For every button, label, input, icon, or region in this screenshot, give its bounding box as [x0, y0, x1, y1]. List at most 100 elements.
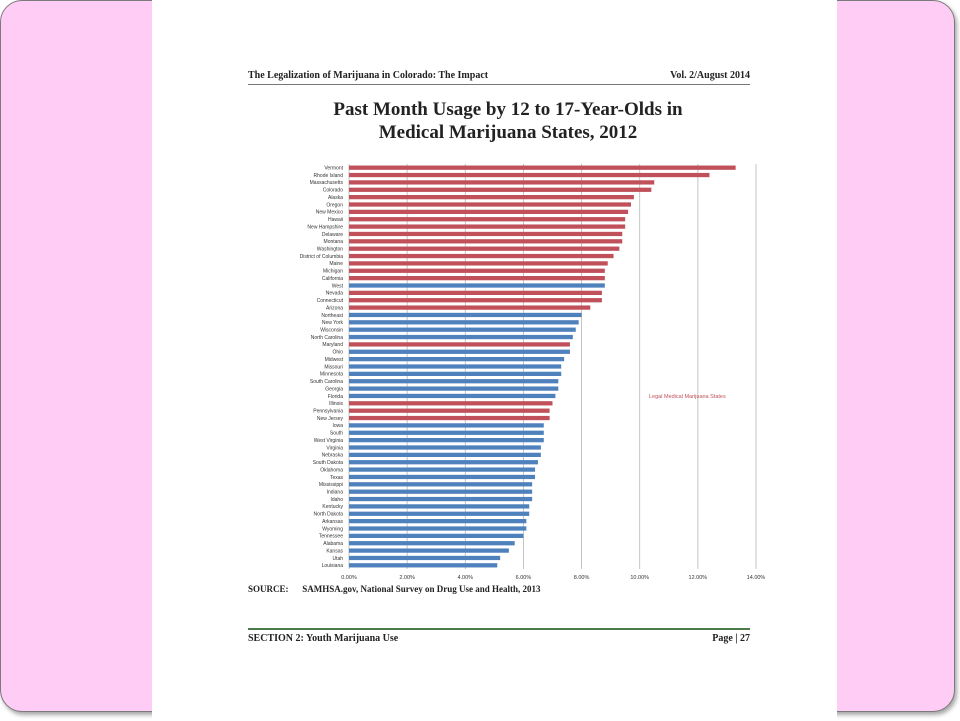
chart-title-line-1: Past Month Usage by 12 to 17-Year-Olds i… — [333, 99, 683, 120]
category-label: Pennsylvania — [313, 408, 343, 414]
bar-delaware — [349, 231, 623, 237]
bar-washington — [349, 246, 620, 251]
category-label: New York — [322, 320, 344, 326]
source-note: SOURCE: SAMHSA.gov, National Survey on D… — [248, 584, 541, 594]
category-label: Alabama — [323, 541, 343, 547]
source-text: SAMHSA.gov, National Survey on Drug Use … — [302, 584, 541, 594]
page-header: The Legalization of Marijuana in Colorad… — [248, 70, 750, 85]
bar-wisconsin — [349, 327, 576, 332]
category-label: Nevada — [326, 291, 343, 297]
bar-nebraska — [349, 452, 541, 457]
bar-hawaii — [349, 217, 626, 222]
bar-arizona — [349, 305, 591, 310]
bar-missouri — [349, 364, 562, 369]
category-label: Missouri — [324, 364, 343, 370]
category-label: Maryland — [322, 342, 343, 348]
category-label: Oregon — [326, 202, 343, 208]
header-volume: Vol. 2/August 2014 — [670, 70, 750, 81]
category-label: Northeast — [321, 313, 343, 319]
category-label: Rhode Island — [314, 173, 344, 179]
category-label: New Hampshire — [307, 224, 343, 230]
bar-pennsylvania — [349, 408, 550, 413]
category-label: South — [330, 431, 343, 437]
bar-arkansas — [349, 519, 527, 524]
x-tick-label: 2.00% — [399, 575, 415, 581]
bar-florida — [349, 393, 556, 399]
bar-massachusetts — [349, 180, 655, 185]
page-footer: SECTION 2: Youth Marijuana Use Page | 27 — [248, 628, 750, 646]
category-label: Indiana — [327, 489, 344, 495]
category-label: Arizona — [326, 305, 343, 311]
category-label: West Virginia — [314, 438, 343, 444]
bar-kansas — [349, 548, 509, 553]
footer-page-number: Page | 27 — [712, 633, 750, 644]
bar-new-mexico — [349, 209, 629, 214]
bar-new-jersey — [349, 415, 550, 421]
bar-colorado — [349, 187, 652, 192]
category-label: Mississippi — [319, 482, 343, 488]
category-label: Ohio — [332, 350, 343, 356]
bar-ohio — [349, 349, 570, 354]
category-label: Maine — [329, 261, 343, 267]
x-tick-label: 8.00% — [574, 575, 590, 581]
category-label: Montana — [324, 239, 344, 245]
bar-alaska — [349, 195, 634, 200]
bar-minnesota — [349, 371, 562, 376]
category-label: Hawaii — [328, 217, 343, 223]
category-label: New Mexico — [316, 210, 343, 216]
category-label: Texas — [330, 475, 344, 481]
bar-utah — [349, 555, 501, 561]
category-label: South Carolina — [310, 379, 343, 385]
bar-chart: 0.00% 2.00% 4.00% 6.00% 8.00% 10.00% 12.00% 14.… — [300, 164, 765, 581]
bar-rhode-island — [349, 172, 710, 178]
x-tick-label: 6.00% — [516, 575, 532, 581]
bar-tennessee — [349, 533, 524, 538]
category-label: Washington — [317, 246, 343, 252]
category-label: Delaware — [322, 232, 343, 238]
bar-iowa — [349, 423, 544, 428]
category-label: Kentucky — [322, 504, 343, 510]
category-label: Arkansas — [322, 519, 343, 525]
category-label: California — [322, 276, 343, 282]
bar-district-of-columbia — [349, 253, 614, 259]
category-label: Louisiana — [322, 563, 344, 569]
source-label: SOURCE: — [248, 584, 289, 594]
category-label: Iowa — [332, 423, 343, 429]
category-label: Wyoming — [322, 526, 343, 532]
bar-texas — [349, 474, 536, 480]
bar-california — [349, 276, 605, 281]
bar-south-carolina — [349, 379, 559, 384]
bar-michigan — [349, 268, 605, 273]
chart-title-line-2: Medical Marijuana States, 2012 — [378, 122, 638, 143]
x-tick-label: 12.00% — [689, 575, 708, 581]
category-label: North Dakota — [314, 512, 344, 518]
category-label: Illinois — [329, 401, 343, 407]
bar-nevada — [349, 290, 602, 295]
header-title: The Legalization of Marijuana in Colorad… — [248, 70, 489, 81]
bar-virginia — [349, 445, 541, 450]
bar-illinois — [349, 401, 553, 406]
bar-new-hampshire — [349, 224, 626, 229]
bar-maryland — [349, 342, 570, 347]
category-label: Virginia — [326, 445, 343, 451]
x-tick-label: 10.00% — [630, 575, 649, 581]
category-label: Oklahoma — [320, 467, 343, 473]
bar-west-virginia — [349, 438, 544, 443]
category-label: New Jersey — [317, 416, 344, 422]
bar-oregon — [349, 202, 631, 207]
category-label: South Dakota — [313, 460, 344, 466]
category-label: Connecticut — [317, 298, 344, 304]
bar-mississippi — [349, 482, 533, 487]
category-label: Alaska — [328, 195, 343, 201]
bar-vermont — [349, 165, 736, 170]
bar-west — [349, 283, 605, 288]
bar-idaho — [349, 496, 533, 502]
bar-connecticut — [349, 298, 602, 303]
footer-section: SECTION 2: Youth Marijuana Use — [248, 633, 399, 644]
bar-north-carolina — [349, 334, 573, 340]
bar-maine — [349, 261, 608, 266]
category-label: Colorado — [323, 188, 344, 194]
bar-wyoming — [349, 526, 527, 531]
x-tick-label: 0.00% — [341, 575, 357, 581]
category-label: West — [332, 283, 344, 289]
